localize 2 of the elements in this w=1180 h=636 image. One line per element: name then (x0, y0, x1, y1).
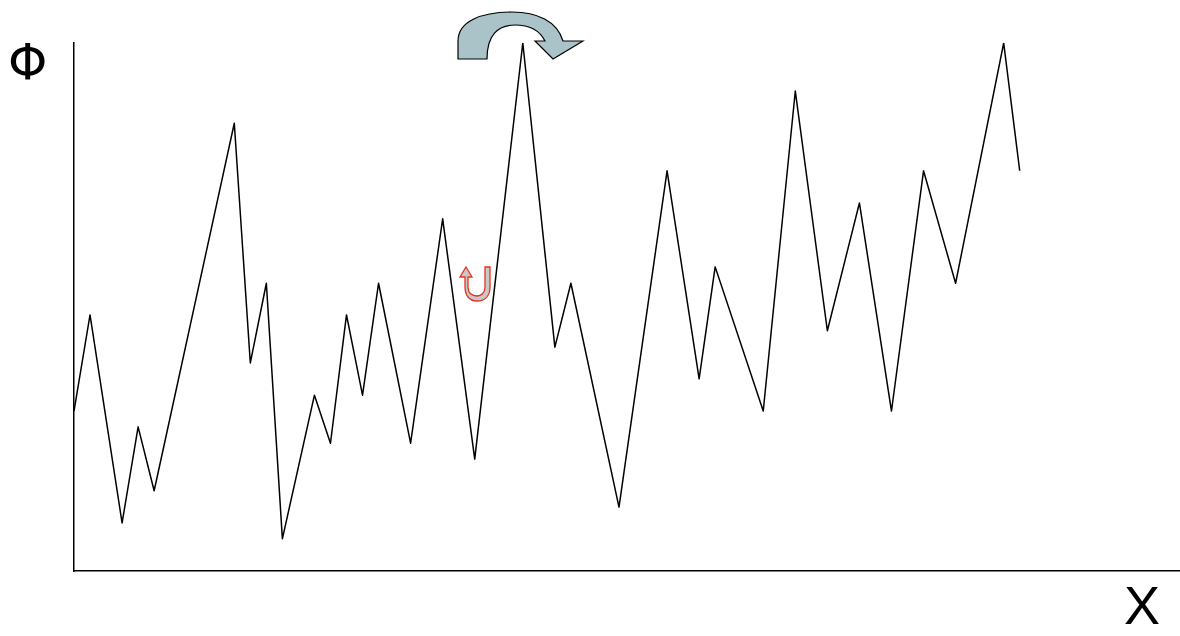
x-axis-title: X (1123, 574, 1160, 635)
y-axis-title: Φ (8, 32, 48, 91)
